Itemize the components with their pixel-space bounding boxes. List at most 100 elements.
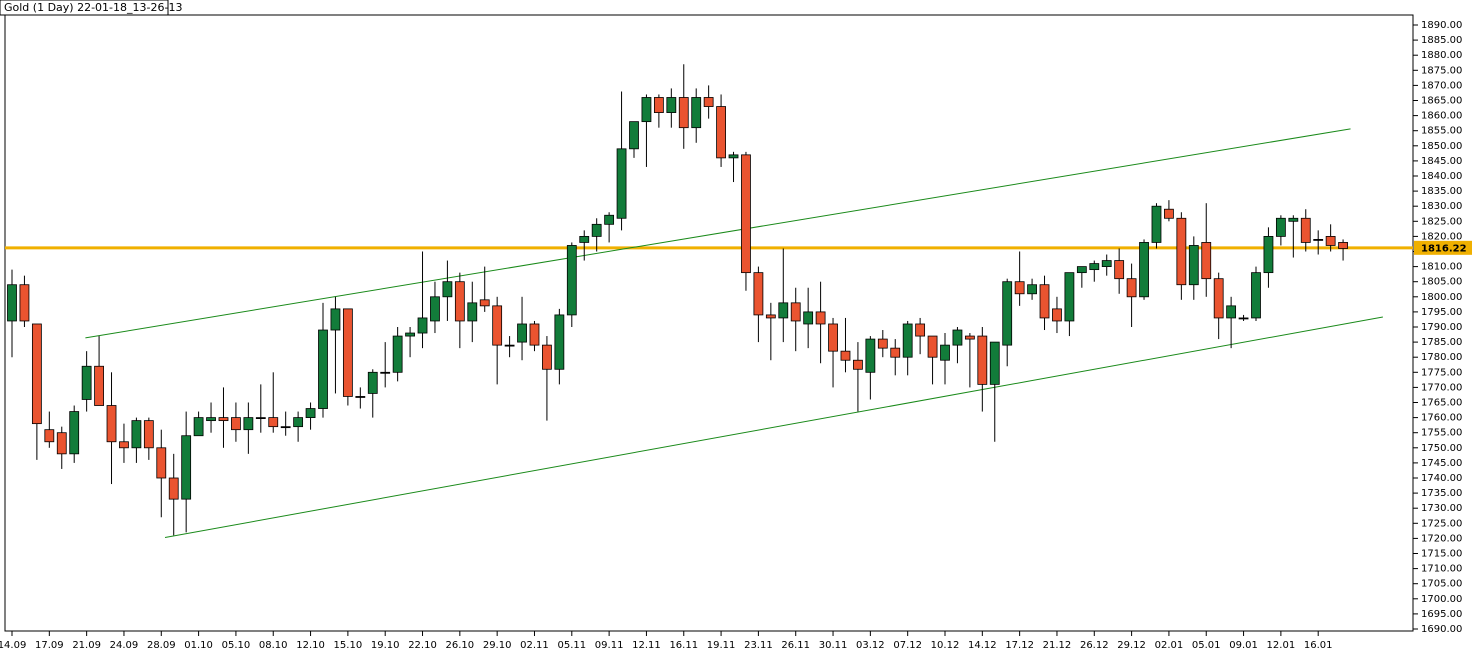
y-tick-label: 1875.00: [1421, 65, 1462, 76]
y-tick-label: 1760.00: [1421, 413, 1462, 424]
x-tick-label: 17.09: [35, 640, 64, 651]
candle-body: [815, 311, 826, 325]
candle-body: [691, 97, 702, 129]
candle-body: [803, 311, 814, 325]
candle-body: [504, 344, 515, 347]
x-tick-label: 10.12: [931, 640, 960, 651]
candle-body: [666, 97, 677, 113]
x-tick-label: 26.12: [1080, 640, 1109, 651]
candle-body: [542, 344, 552, 370]
y-tick-label: 1715.00: [1421, 549, 1462, 560]
y-tick-label: 1720.00: [1421, 533, 1462, 544]
candle-body: [492, 305, 503, 346]
candle-body: [753, 272, 764, 316]
candle-body: [1313, 239, 1324, 241]
candle-body: [716, 106, 726, 159]
y-tick-label: 1800.00: [1421, 292, 1462, 303]
candle-body: [977, 335, 988, 385]
candle-body: [56, 432, 67, 455]
x-tick-label: 17.12: [1005, 640, 1034, 651]
candle-body: [1164, 208, 1174, 219]
candle-body: [952, 329, 963, 346]
candle-body: [479, 299, 490, 307]
candle-body: [243, 417, 254, 431]
y-tick-label: 1805.00: [1421, 277, 1462, 288]
y-tick-label: 1725.00: [1421, 518, 1462, 529]
x-tick-label: 26.11: [781, 640, 810, 651]
x-tick-label: 08.10: [259, 640, 288, 651]
x-tick-label: 12.10: [296, 640, 325, 651]
candle-body: [629, 121, 639, 150]
candle-body: [168, 477, 179, 500]
candle-body: [1338, 242, 1348, 249]
candle-body: [728, 154, 739, 159]
x-tick-label: 09.11: [595, 640, 624, 651]
candle-body: [19, 284, 30, 322]
y-tick-label: 1830.00: [1421, 201, 1462, 212]
candle-body: [1002, 281, 1013, 346]
candle-body: [31, 323, 42, 425]
candle-body: [69, 411, 80, 455]
x-tick-label: 12.01: [1267, 640, 1296, 651]
candle-body: [964, 335, 975, 340]
candle-body: [554, 314, 565, 370]
candle-body: [305, 408, 316, 419]
x-tick-label: 03.12: [856, 640, 885, 651]
candle-body: [454, 281, 465, 322]
y-tick-label: 1775.00: [1421, 367, 1462, 378]
candle-body: [181, 435, 192, 500]
y-tick-label: 1730.00: [1421, 503, 1462, 514]
x-tick-label: 05.10: [222, 640, 251, 651]
trend-line: [164, 316, 1383, 538]
candle-body: [1300, 217, 1311, 243]
y-tick-label: 1865.00: [1421, 96, 1462, 107]
candle-body: [1114, 260, 1125, 280]
candle-body: [392, 335, 403, 373]
y-tick-label: 1765.00: [1421, 398, 1462, 409]
x-tick-label: 07.12: [893, 640, 922, 651]
candle-body: [318, 329, 328, 409]
x-tick-label: 01.10: [184, 640, 213, 651]
y-tick-label: 1710.00: [1421, 564, 1462, 575]
y-tick-label: 1695.00: [1421, 609, 1462, 620]
y-tick-label: 1820.00: [1421, 231, 1462, 242]
candle-body: [591, 223, 602, 237]
current-price-label: 1816.22: [1421, 243, 1467, 254]
candle-body: [1288, 217, 1299, 222]
candle-body: [877, 338, 888, 349]
x-tick-label: 24.09: [110, 640, 139, 651]
x-tick-label: 29.10: [483, 640, 512, 651]
candle-body: [1126, 278, 1137, 298]
candle-body: [44, 429, 55, 443]
candle-body: [330, 308, 341, 331]
y-tick-label: 1840.00: [1421, 171, 1462, 182]
candle-body: [927, 335, 938, 358]
candle-body: [367, 371, 378, 394]
y-tick-label: 1835.00: [1421, 186, 1462, 197]
y-tick-label: 1855.00: [1421, 126, 1462, 137]
x-tick-label: 16.11: [669, 640, 698, 651]
x-tick-label: 21.12: [1043, 640, 1072, 651]
current-price-box: [1414, 240, 1472, 255]
x-tick-label: 05.01: [1192, 640, 1221, 651]
candle-body: [280, 426, 291, 429]
candle-body: [1139, 242, 1149, 298]
x-tick-label: 02.01: [1155, 640, 1184, 651]
y-tick-label: 1745.00: [1421, 458, 1462, 469]
y-tick-label: 1880.00: [1421, 50, 1462, 61]
candle-body: [678, 97, 689, 129]
y-tick-label: 1885.00: [1421, 35, 1462, 46]
x-tick-label: 16.01: [1304, 640, 1333, 651]
candle-body: [94, 365, 104, 406]
candle-body: [143, 420, 154, 449]
candle-body: [1263, 235, 1274, 274]
x-tick-label: 02.11: [520, 640, 549, 651]
candle-body: [616, 148, 627, 219]
candle-body: [840, 350, 851, 361]
candle-body: [1226, 305, 1237, 319]
candle-body: [703, 97, 714, 107]
x-tick-label: 28.09: [147, 640, 176, 651]
candle-body: [156, 447, 167, 479]
candle-body: [566, 245, 577, 316]
